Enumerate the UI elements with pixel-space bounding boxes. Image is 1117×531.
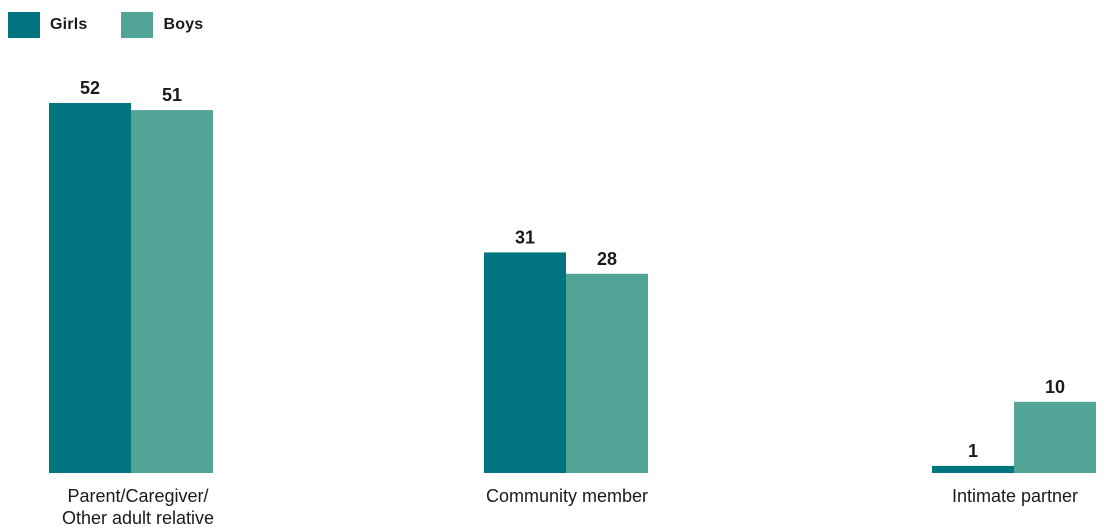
bar-boys-1: [566, 273, 648, 473]
value-label-boys-1: 28: [597, 249, 617, 269]
category-label-2: Intimate partner: [952, 486, 1078, 506]
category-label-0-line-1: Other adult relative: [62, 508, 214, 528]
value-label-girls-2: 1: [968, 441, 978, 461]
legend: Girls Boys: [8, 12, 237, 38]
legend-item-girls: Girls: [8, 12, 87, 38]
value-label-girls-1: 31: [515, 227, 535, 247]
category-label-1: Community member: [486, 486, 648, 506]
bar-girls-0: [49, 103, 131, 473]
legend-item-boys: Boys: [121, 12, 203, 38]
legend-swatch-boys: [121, 12, 154, 38]
value-label-boys-0: 51: [162, 85, 182, 105]
bar-boys-0: [131, 110, 213, 473]
bar-girls-2: [932, 465, 1014, 473]
legend-label-girls: Girls: [50, 16, 88, 33]
bar-boys-2: [1014, 401, 1096, 473]
value-label-girls-0: 52: [80, 78, 100, 98]
bar-girls-1: [484, 252, 566, 473]
legend-label-boys: Boys: [163, 16, 204, 33]
legend-swatch-girls: [8, 12, 40, 38]
category-label-0-line-0: Parent/Caregiver/: [67, 486, 208, 506]
value-label-boys-2: 10: [1045, 377, 1065, 397]
